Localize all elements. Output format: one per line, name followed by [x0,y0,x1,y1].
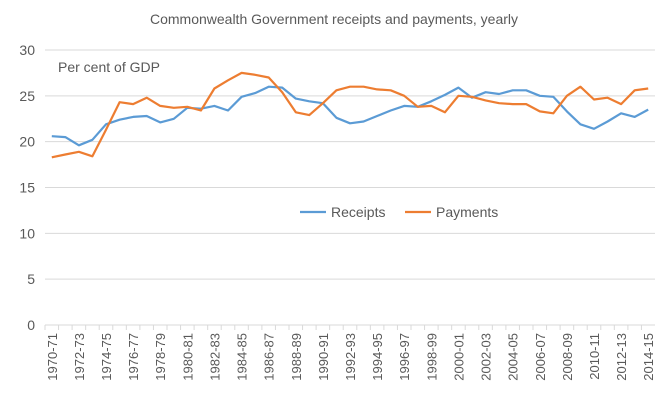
series-line-receipts [51,85,649,147]
y-tick-label: 20 [19,134,35,150]
x-tick-label: 1984-85 [235,333,250,381]
x-tick-label: 2004-05 [506,333,521,381]
x-tick-label: 2002-03 [479,333,494,381]
y-tick-label: 25 [19,88,35,104]
x-tick-label: 1978-79 [153,333,168,381]
x-tick-label: 1994-95 [370,333,385,381]
y-tick-label: 15 [19,180,35,196]
x-tick-label: 1990-91 [316,333,331,381]
legend-label-receipts: Receipts [331,204,385,220]
x-tick-label: 1976-77 [126,333,141,381]
legend-label-payments: Payments [436,204,498,220]
y-axis-label: Per cent of GDP [58,59,160,75]
x-tick-label: 2010-11 [587,333,602,380]
y-tick-label: 5 [27,271,35,287]
x-tick-label: 1988-89 [289,333,304,381]
x-tick-label: 1986-87 [262,333,277,381]
y-tick-label: 0 [27,317,35,333]
y-tick-label: 10 [19,225,35,241]
x-tick-label: 1970-71 [45,333,60,381]
series-line-payments [51,71,649,159]
x-tick-label: 2006-07 [533,333,548,381]
x-tick-label: 1982-83 [207,333,222,381]
x-tick-label: 1980-81 [180,333,195,381]
chart-title: Commonwealth Government receipts and pay… [150,11,518,27]
y-tick-label: 30 [19,42,35,58]
x-tick-label: 1992-93 [343,333,358,381]
x-tick-label: 1998-99 [424,333,439,381]
x-tick-label: 1972-73 [72,333,87,381]
x-tick-label: 1996-97 [397,333,412,381]
x-tick-label: 2014-15 [641,333,656,381]
x-tick-label: 1974-75 [99,333,114,381]
x-tick-label: 2000-01 [451,333,466,381]
x-tick-label: 2008-09 [560,333,575,381]
x-tick-label: 2012-13 [614,333,629,381]
